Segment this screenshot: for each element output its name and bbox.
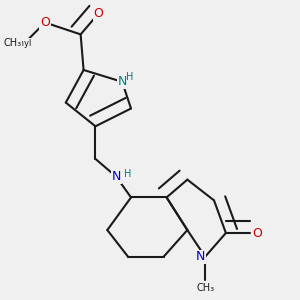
Text: CH₃: CH₃ xyxy=(196,284,214,293)
Text: O: O xyxy=(40,16,50,29)
Text: N: N xyxy=(196,250,206,263)
Text: CH₃: CH₃ xyxy=(3,38,21,48)
Text: O: O xyxy=(252,226,262,239)
Text: O: O xyxy=(94,7,103,20)
Text: H: H xyxy=(124,169,132,179)
Text: N: N xyxy=(117,75,127,88)
Text: H: H xyxy=(126,72,133,82)
Text: N: N xyxy=(112,170,121,183)
Text: methyl: methyl xyxy=(2,39,32,48)
